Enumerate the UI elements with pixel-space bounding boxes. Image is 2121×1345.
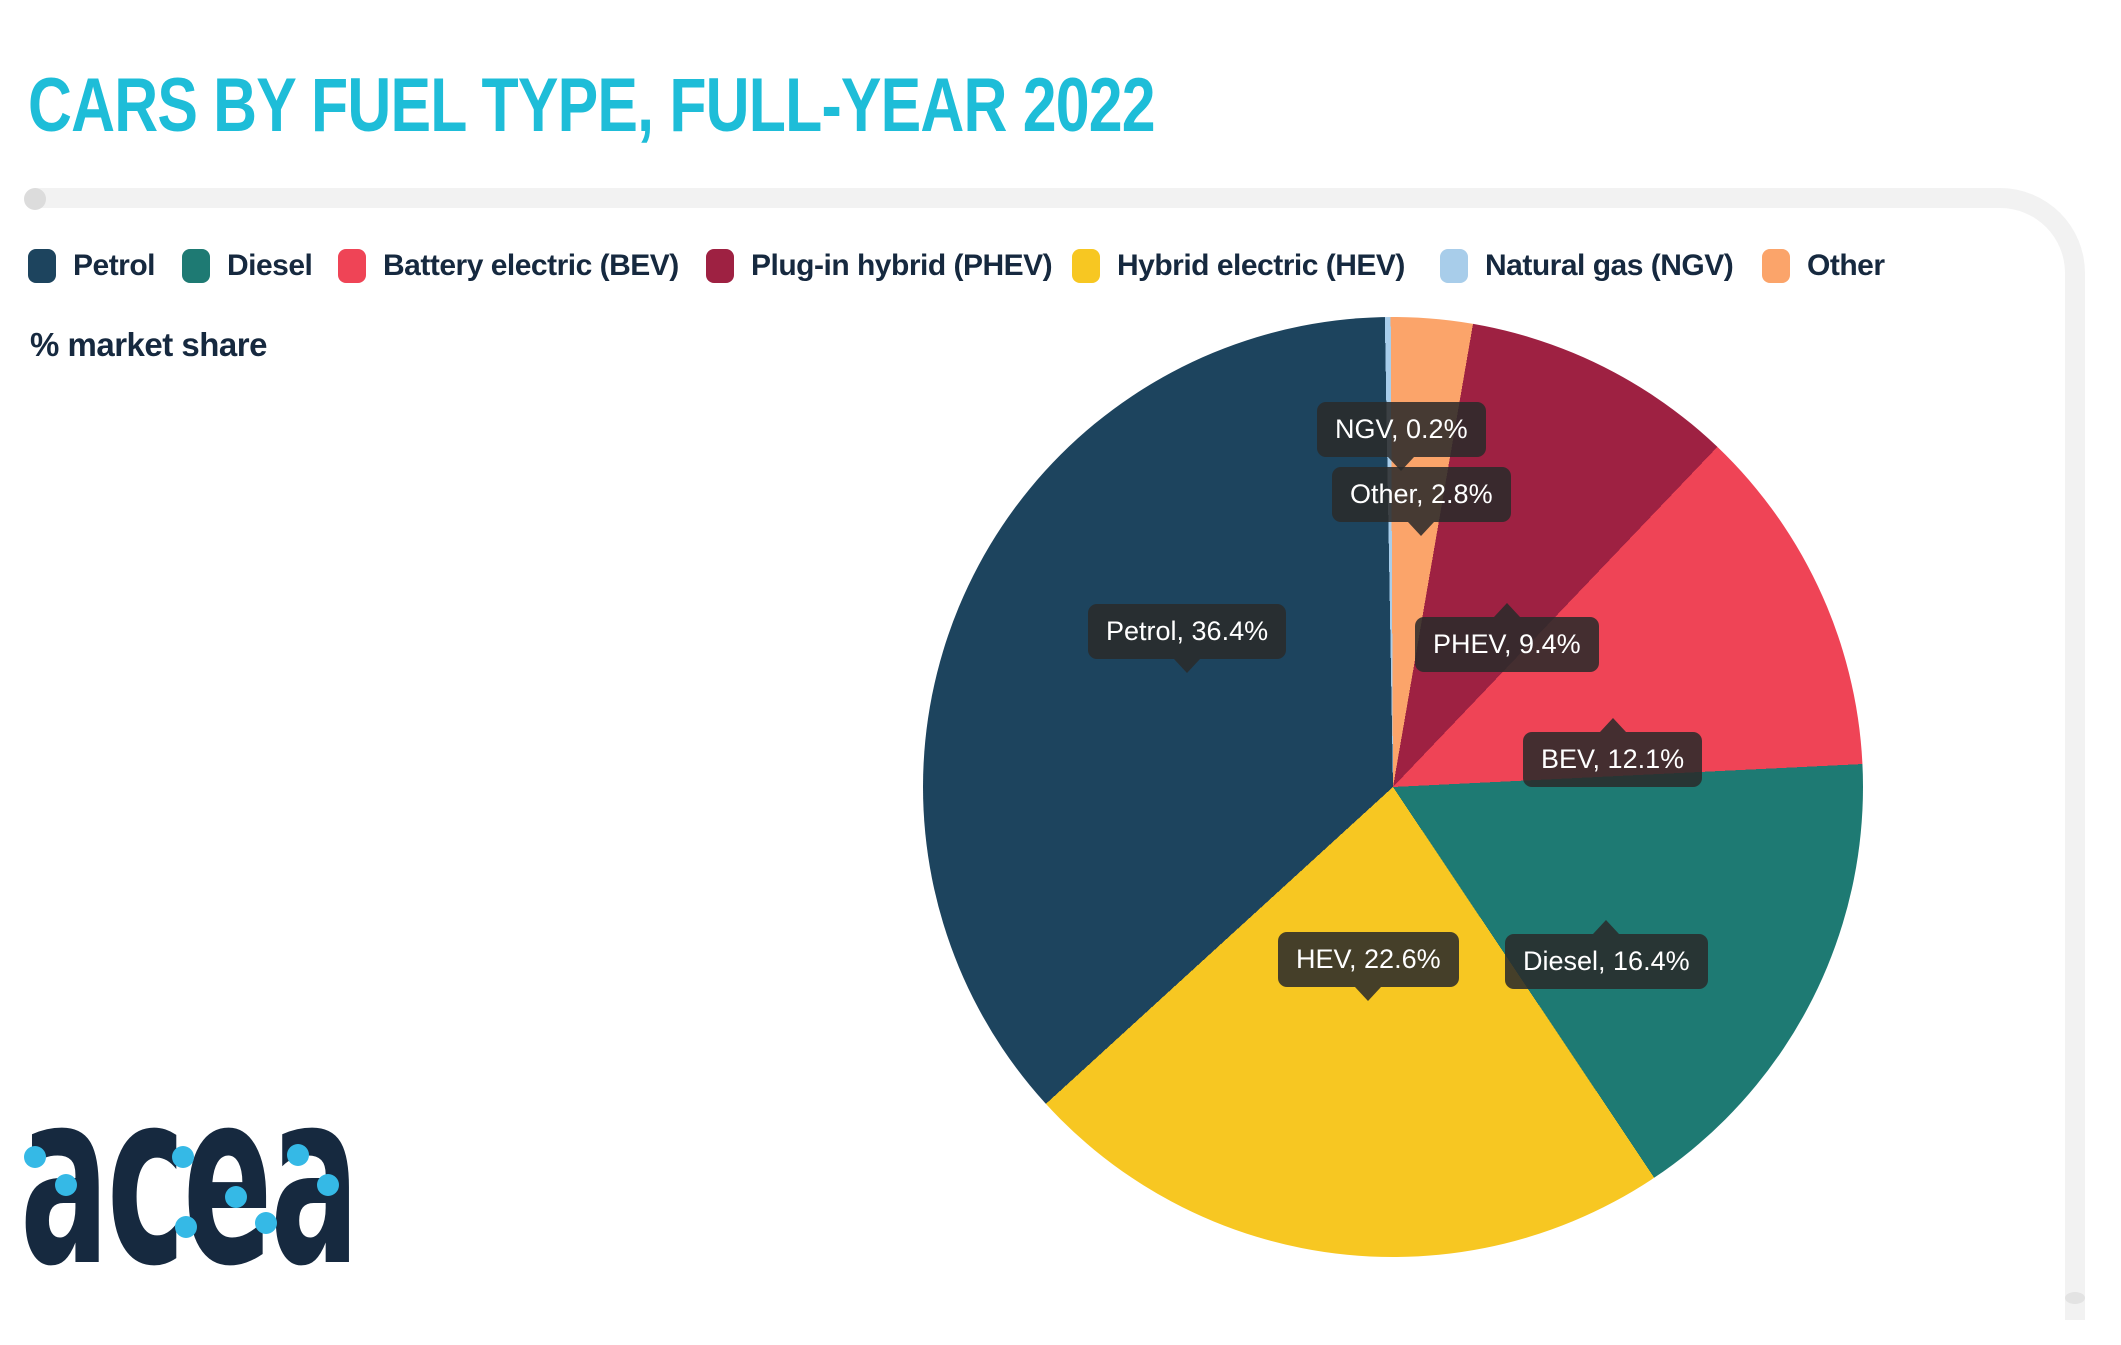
callout-hev: HEV, 22.6% (1278, 932, 1459, 1001)
callout-other-text: Other, 2.8% (1350, 479, 1493, 509)
legend-label-petrol: Petrol (73, 249, 156, 282)
legend-item-phev: Plug-in hybrid (PHEV) (706, 248, 1053, 284)
callout-diesel-text: Diesel, 16.4% (1523, 946, 1690, 976)
callout-petrol: Petrol, 36.4% (1088, 604, 1287, 673)
legend-item-hev: Hybrid electric (HEV) (1072, 248, 1405, 284)
callout-bev-text: BEV, 12.1% (1541, 744, 1685, 774)
legend-swatch-bev-icon (338, 249, 366, 283)
logo-dot-icon (255, 1212, 277, 1234)
caret-up-icon (1593, 920, 1620, 934)
legend-label-hev: Hybrid electric (HEV) (1117, 249, 1405, 282)
acea-logo: acea (20, 1040, 380, 1319)
caret-down-icon (1408, 522, 1435, 536)
legend-swatch-petrol-icon (28, 249, 56, 283)
legend-item-diesel: Diesel (182, 248, 313, 284)
callout-bev: BEV, 12.1% (1523, 718, 1703, 787)
logo-dot-icon (24, 1146, 46, 1168)
caret-up-icon (1599, 718, 1626, 732)
legend-label-other: Other (1807, 249, 1885, 282)
callout-hev-text: HEV, 22.6% (1296, 944, 1441, 974)
caret-up-icon (1493, 603, 1520, 617)
frame-bracket-bottom-cap (2065, 1292, 2085, 1304)
legend-swatch-diesel-icon (182, 249, 210, 283)
caret-down-icon (1355, 987, 1382, 1001)
logo-dot-icon (225, 1186, 247, 1208)
frame-bracket-line (35, 188, 2085, 1320)
page-title: CARS BY FUEL TYPE, FULL-YEAR 2022 (28, 63, 1156, 148)
callout-phev-text: PHEV, 9.4% (1433, 629, 1581, 659)
legend-label-bev: Battery electric (BEV) (383, 249, 679, 282)
legend-swatch-ngv-icon (1440, 249, 1468, 283)
logo-dot-icon (175, 1216, 197, 1238)
callout-other: Other, 2.8% (1332, 467, 1511, 536)
legend-swatch-phev-icon (706, 249, 734, 283)
logo-dot-icon (317, 1174, 339, 1196)
acea-logo-text: acea (20, 1039, 359, 1319)
logo-dot-icon (55, 1174, 77, 1196)
callout-ngv: NGV, 0.2% (1317, 402, 1486, 471)
chart-unit-label: % market share (30, 326, 267, 363)
legend-swatch-hev-icon (1072, 249, 1100, 283)
callout-diesel: Diesel, 16.4% (1505, 920, 1708, 989)
caret-down-icon (1174, 659, 1201, 673)
legend-label-ngv: Natural gas (NGV) (1485, 249, 1734, 282)
legend-swatch-other-icon (1762, 249, 1790, 283)
legend-label-phev: Plug-in hybrid (PHEV) (751, 249, 1053, 282)
chart-legend: Petrol Diesel Battery electric (BEV) Plu… (0, 248, 2121, 288)
logo-dot-icon (287, 1144, 309, 1166)
legend-item-petrol: Petrol (28, 248, 156, 284)
callout-phev: PHEV, 9.4% (1415, 603, 1599, 672)
legend-label-diesel: Diesel (227, 249, 313, 282)
logo-dot-icon (172, 1146, 194, 1168)
legend-item-bev: Battery electric (BEV) (338, 248, 679, 284)
callout-petrol-text: Petrol, 36.4% (1106, 616, 1269, 646)
legend-item-other: Other (1762, 248, 1885, 284)
legend-item-ngv: Natural gas (NGV) (1440, 248, 1734, 284)
frame-bracket-left-cap (24, 188, 46, 210)
callout-ngv-text: NGV, 0.2% (1335, 414, 1468, 444)
